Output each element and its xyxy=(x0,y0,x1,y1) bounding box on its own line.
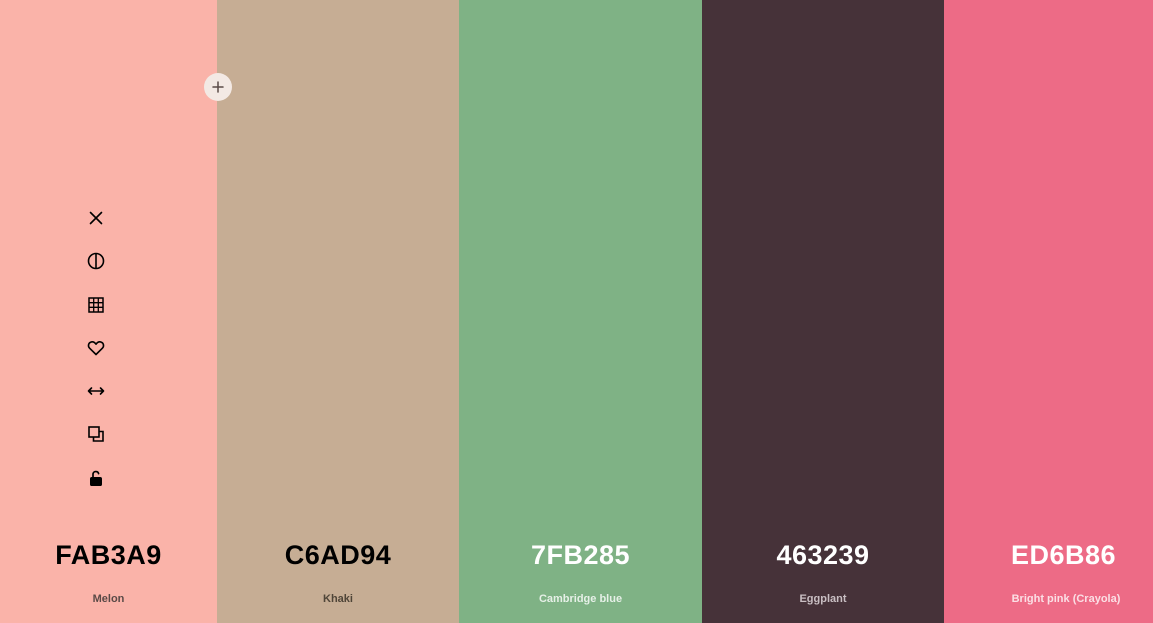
color-swatch-cambridge-blue[interactable]: 7FB285 Cambridge blue xyxy=(459,0,702,623)
color-grid-button[interactable] xyxy=(80,289,112,321)
color-hex[interactable]: 463239 xyxy=(776,540,870,570)
color-name: Cambridge blue xyxy=(538,593,623,605)
color-name: Eggplant xyxy=(799,593,847,605)
lock-color-button[interactable] xyxy=(80,462,112,494)
copy-hex-button[interactable] xyxy=(80,418,112,450)
color-hex[interactable]: ED6B86 xyxy=(1010,540,1117,570)
color-swatch-khaki[interactable]: C6AD94 Khaki xyxy=(217,0,459,623)
drag-color-handle[interactable] xyxy=(80,375,112,407)
color-name: Khaki xyxy=(323,593,353,605)
view-shades-button[interactable] xyxy=(80,245,112,277)
color-swatch-bright-pink[interactable]: ED6B86 Bright pink (Crayola) xyxy=(944,0,1153,623)
copy-icon xyxy=(88,426,104,443)
color-hex[interactable]: 7FB285 xyxy=(530,540,631,570)
add-color-button[interactable] xyxy=(204,73,232,101)
plus-icon xyxy=(212,81,224,93)
heart-icon xyxy=(87,341,105,356)
color-name: Melon xyxy=(92,593,125,605)
save-color-button[interactable] xyxy=(80,332,112,364)
unlock-icon xyxy=(90,470,102,486)
close-icon xyxy=(89,211,103,225)
swatch-toolbar xyxy=(80,202,112,505)
color-name: Bright pink (Crayola) xyxy=(1011,593,1121,605)
color-swatch-melon[interactable]: FAB3A9 Melon xyxy=(0,0,217,623)
shades-grid-icon xyxy=(88,296,104,313)
contrast-icon xyxy=(87,252,105,270)
color-hex[interactable]: C6AD94 xyxy=(284,540,392,570)
remove-color-button[interactable] xyxy=(80,202,112,234)
color-hex[interactable]: FAB3A9 xyxy=(55,540,162,570)
color-swatch-eggplant[interactable]: 463239 Eggplant xyxy=(702,0,944,623)
drag-arrows-icon xyxy=(87,387,105,395)
